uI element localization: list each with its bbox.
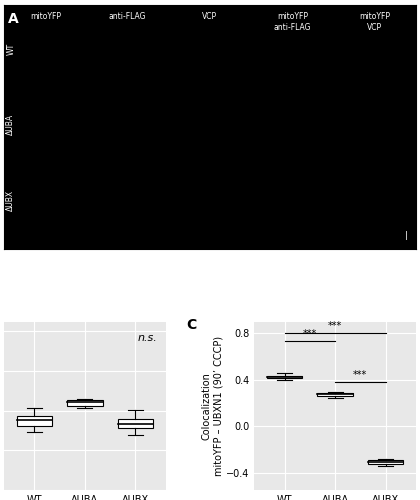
Text: ***: *** <box>303 329 317 339</box>
Text: mitoYFP: mitoYFP <box>30 12 61 22</box>
Text: anti-FLAG: anti-FLAG <box>109 12 147 22</box>
Text: |: | <box>405 230 407 239</box>
Text: mitoYFP
VCP: mitoYFP VCP <box>359 12 390 32</box>
Text: ***: *** <box>328 321 342 331</box>
Text: WT: WT <box>6 43 15 55</box>
Text: ΔUBX: ΔUBX <box>6 190 15 211</box>
Text: C: C <box>186 318 197 332</box>
FancyBboxPatch shape <box>17 416 52 426</box>
FancyBboxPatch shape <box>318 393 353 396</box>
Text: mitoYFP
anti-FLAG: mitoYFP anti-FLAG <box>273 12 311 32</box>
Y-axis label: Colocalization
mitoYFP – UBXN1 (90’ CCCP): Colocalization mitoYFP – UBXN1 (90’ CCCP… <box>202 336 223 476</box>
Text: n.s.: n.s. <box>138 334 158 344</box>
FancyBboxPatch shape <box>118 418 153 428</box>
Text: ***: *** <box>353 370 368 380</box>
Text: VCP: VCP <box>202 12 218 22</box>
Text: A: A <box>8 12 19 26</box>
FancyBboxPatch shape <box>67 400 102 406</box>
FancyBboxPatch shape <box>368 460 403 464</box>
FancyBboxPatch shape <box>267 376 302 378</box>
Text: ΔUBA: ΔUBA <box>6 114 15 136</box>
